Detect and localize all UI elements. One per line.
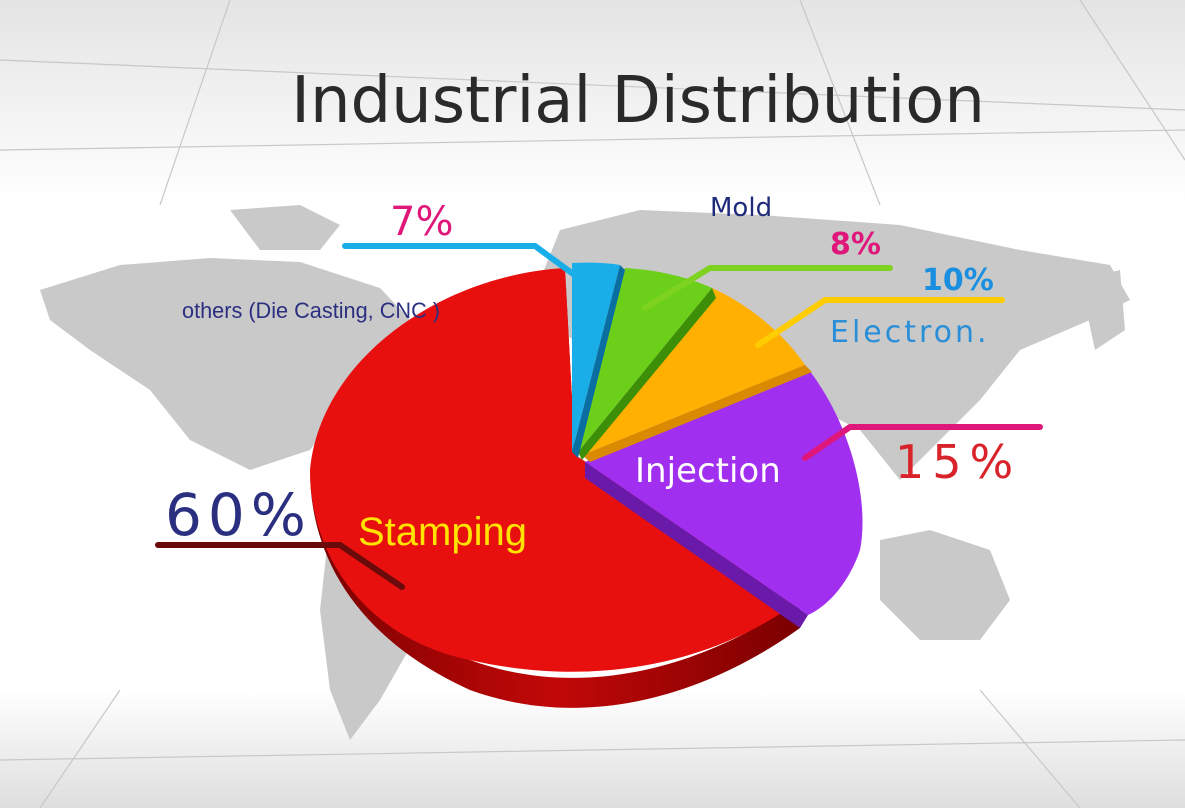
slice-injection [585,365,863,615]
mold-percent-label: 8% [830,227,881,262]
leader-line-others [342,243,598,293]
leader-lines [155,243,1043,590]
background-top-band [0,0,1185,205]
slice-electron-wall [582,365,812,462]
slice-others [572,262,620,452]
electron-percent-label: 10% [922,263,994,298]
slice-electron [582,288,805,455]
leader-line-stamping [155,542,405,590]
leader-line-electron [755,297,1005,348]
injection-slice-label: Injection [635,451,781,491]
others-percent-label: 7% [390,199,453,245]
slice-stamping [310,268,800,672]
electron-slice-label: Electron. [830,315,990,350]
slice-mold-wall [578,288,716,460]
background-bottom-band [0,690,1185,808]
injection-percent-label: 15% [895,435,1021,489]
slice-mold [578,268,712,452]
slice-others-wall [572,265,625,458]
chart-title: Industrial Distribution [291,64,985,138]
slice-injection-wall [585,462,808,628]
stamping-slice-label: Stamping [358,510,527,554]
mold-slice-label: Mold [710,193,772,223]
stamping-percent-label: 60% [165,481,312,549]
leader-line-mold [642,265,893,311]
others-slice-label: others (Die Casting, CNC ) [182,298,440,323]
leader-line-injection [802,424,1043,461]
pie-slices [310,262,863,708]
